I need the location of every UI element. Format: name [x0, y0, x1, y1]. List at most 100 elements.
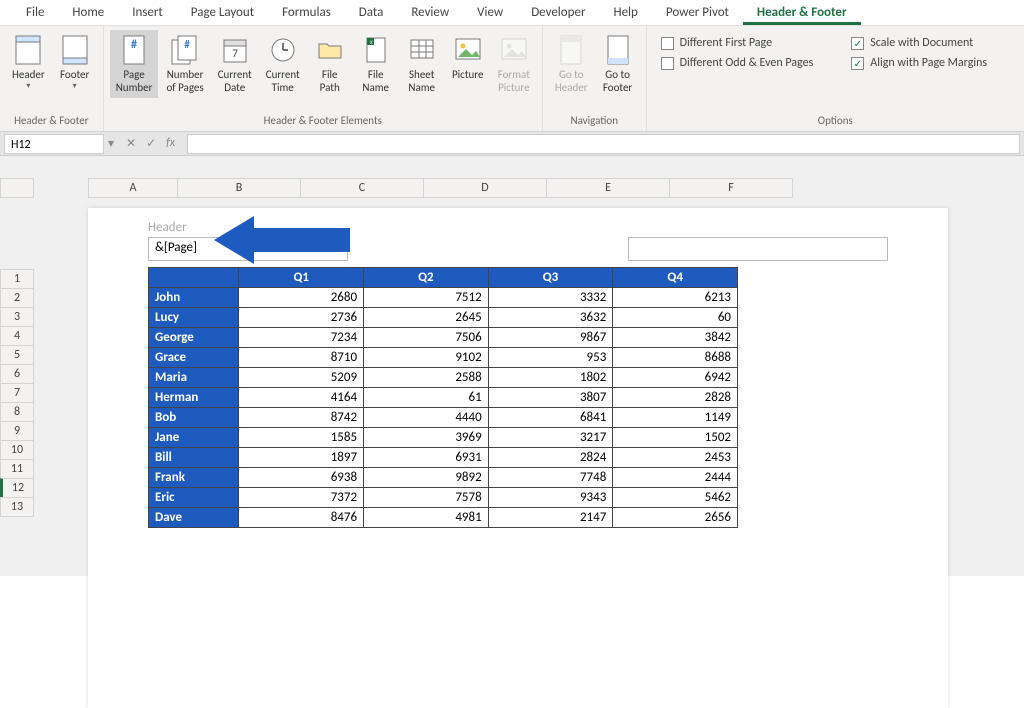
row-name-cell[interactable]: George	[149, 328, 239, 348]
column-header[interactable]: F	[669, 178, 793, 198]
ribbon-tab-insert[interactable]: Insert	[118, 0, 177, 25]
data-cell[interactable]: 2588	[364, 368, 489, 388]
data-cell[interactable]: 6931	[364, 448, 489, 468]
data-cell[interactable]: 9102	[364, 348, 489, 368]
data-cell[interactable]: 2736	[239, 308, 364, 328]
ribbon-tab-home[interactable]: Home	[58, 0, 118, 25]
data-cell[interactable]: 3807	[488, 388, 613, 408]
enter-icon[interactable]: ✓	[146, 136, 156, 151]
ribbon-tab-page-layout[interactable]: Page Layout	[177, 0, 268, 25]
data-cell[interactable]: 9867	[488, 328, 613, 348]
data-cell[interactable]: 7234	[239, 328, 364, 348]
data-cell[interactable]: 2147	[488, 508, 613, 528]
data-cell[interactable]: 2444	[613, 468, 738, 488]
cancel-icon[interactable]: ✕	[126, 136, 136, 151]
data-cell[interactable]: 7372	[239, 488, 364, 508]
current-time-button[interactable]: Current Time	[260, 30, 306, 98]
ribbon-tab-review[interactable]: Review	[397, 0, 463, 25]
row-name-cell[interactable]: Grace	[149, 348, 239, 368]
ribbon-tab-file[interactable]: File	[12, 0, 58, 25]
data-cell[interactable]: 60	[613, 308, 738, 328]
row-header[interactable]: 4	[0, 326, 34, 346]
row-name-cell[interactable]: Dave	[149, 508, 239, 528]
data-cell[interactable]: 2656	[613, 508, 738, 528]
row-header[interactable]: 8	[0, 402, 34, 422]
row-header[interactable]: 1	[0, 269, 34, 289]
ribbon-tab-help[interactable]: Help	[599, 0, 651, 25]
ribbon-tab-header-footer[interactable]: Header & Footer	[743, 0, 861, 25]
data-cell[interactable]: 8688	[613, 348, 738, 368]
row-header[interactable]: 3	[0, 307, 34, 327]
column-header[interactable]: A	[88, 178, 178, 198]
column-header[interactable]: D	[423, 178, 547, 198]
header-button[interactable]: Header ▾	[6, 30, 51, 95]
data-cell[interactable]: 2824	[488, 448, 613, 468]
table-header-cell[interactable]: Q3	[488, 268, 613, 288]
row-name-cell[interactable]: Bob	[149, 408, 239, 428]
data-cell[interactable]: 1149	[613, 408, 738, 428]
ribbon-tab-formulas[interactable]: Formulas	[268, 0, 345, 25]
data-cell[interactable]: 7512	[364, 288, 489, 308]
align-with-margins-checkbox[interactable]: ✓ Align with Page Margins	[851, 56, 987, 70]
ribbon-tab-developer[interactable]: Developer	[517, 0, 599, 25]
row-name-cell[interactable]: Bill	[149, 448, 239, 468]
current-date-button[interactable]: 7 Current Date	[212, 30, 258, 98]
data-cell[interactable]: 6841	[488, 408, 613, 428]
row-header[interactable]: 9	[0, 421, 34, 441]
row-name-cell[interactable]: Lucy	[149, 308, 239, 328]
number-of-pages-button[interactable]: # Number of Pages	[160, 30, 209, 98]
data-cell[interactable]: 3217	[488, 428, 613, 448]
data-cell[interactable]: 1585	[239, 428, 364, 448]
row-header[interactable]: 6	[0, 364, 34, 384]
file-name-button[interactable]: X File Name	[354, 30, 398, 98]
data-cell[interactable]: 2453	[613, 448, 738, 468]
data-cell[interactable]: 2828	[613, 388, 738, 408]
data-cell[interactable]: 6942	[613, 368, 738, 388]
ribbon-tab-data[interactable]: Data	[345, 0, 398, 25]
row-header[interactable]: 13	[0, 497, 34, 517]
data-cell[interactable]: 9892	[364, 468, 489, 488]
data-cell[interactable]: 3842	[613, 328, 738, 348]
row-name-cell[interactable]: Herman	[149, 388, 239, 408]
select-all-corner[interactable]	[0, 178, 34, 198]
data-cell[interactable]: 8476	[239, 508, 364, 528]
row-header[interactable]: 7	[0, 383, 34, 403]
different-odd-even-checkbox[interactable]: Different Odd & Even Pages	[661, 56, 814, 70]
data-cell[interactable]: 2645	[364, 308, 489, 328]
header-right-box[interactable]	[628, 237, 888, 261]
name-box[interactable]: H12	[4, 134, 104, 154]
data-cell[interactable]: 8742	[239, 408, 364, 428]
file-path-button[interactable]: File Path	[308, 30, 352, 98]
different-first-page-checkbox[interactable]: Different First Page	[661, 36, 814, 50]
data-cell[interactable]: 7506	[364, 328, 489, 348]
goto-footer-button[interactable]: Go to Footer	[596, 30, 640, 98]
row-header[interactable]: 12	[0, 478, 34, 498]
header-center-box[interactable]	[348, 237, 628, 261]
data-cell[interactable]: 3969	[364, 428, 489, 448]
data-cell[interactable]: 61	[364, 388, 489, 408]
ribbon-tab-power-pivot[interactable]: Power Pivot	[652, 0, 743, 25]
data-cell[interactable]: 9343	[488, 488, 613, 508]
data-cell[interactable]: 7578	[364, 488, 489, 508]
row-name-cell[interactable]: Maria	[149, 368, 239, 388]
data-cell[interactable]: 1502	[613, 428, 738, 448]
column-header[interactable]: B	[177, 178, 301, 198]
name-box-dropdown-icon[interactable]: ▾	[108, 136, 114, 151]
page-number-button[interactable]: # Page Number	[110, 30, 159, 98]
data-cell[interactable]: 6213	[613, 288, 738, 308]
data-cell[interactable]: 953	[488, 348, 613, 368]
picture-button[interactable]: Picture	[446, 30, 490, 85]
footer-button[interactable]: Footer ▾	[53, 30, 97, 95]
data-cell[interactable]: 7748	[488, 468, 613, 488]
row-name-cell[interactable]: Jane	[149, 428, 239, 448]
row-name-cell[interactable]: John	[149, 288, 239, 308]
row-header[interactable]: 11	[0, 459, 34, 479]
data-cell[interactable]: 6938	[239, 468, 364, 488]
data-cell[interactable]: 3332	[488, 288, 613, 308]
sheet-name-button[interactable]: Sheet Name	[400, 30, 444, 98]
fx-icon[interactable]: fx	[166, 136, 175, 151]
column-header[interactable]: C	[300, 178, 424, 198]
ribbon-tab-view[interactable]: View	[463, 0, 517, 25]
data-cell[interactable]: 8710	[239, 348, 364, 368]
row-header[interactable]: 5	[0, 345, 34, 365]
